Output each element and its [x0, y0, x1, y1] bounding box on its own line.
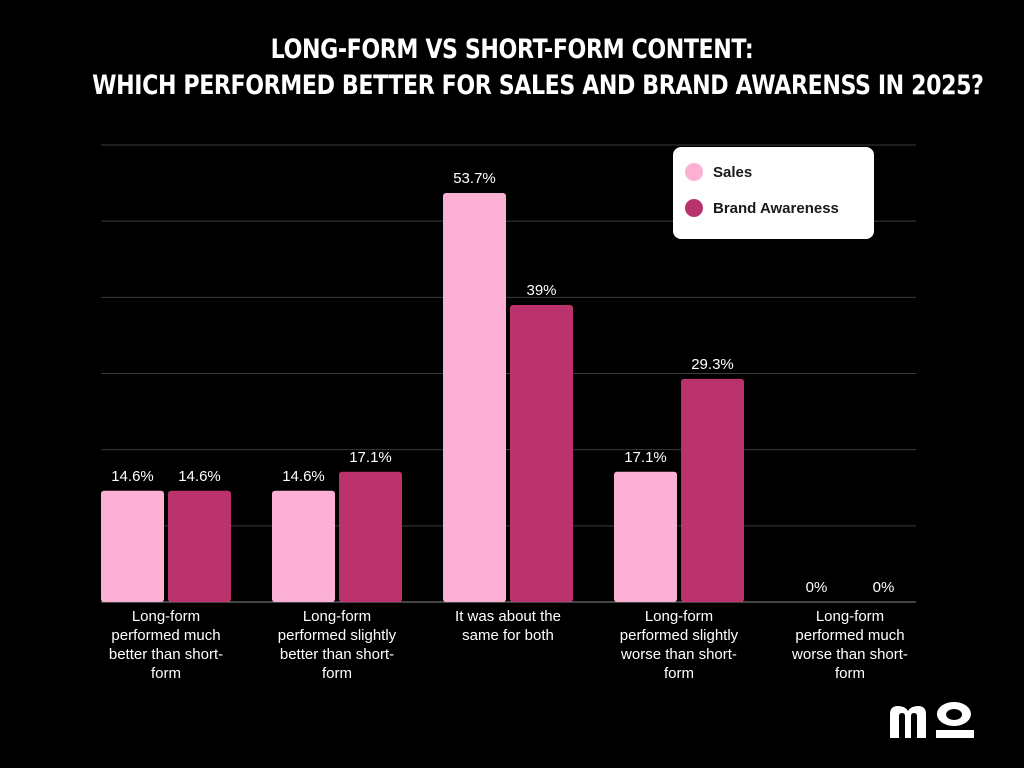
data-label-brand-awareness-2: 39%: [526, 282, 556, 299]
data-labels: 14.6% 14.6% 53.7% 17.1% 0% 14.6% 17.1% 39% 29.3%…: [111, 170, 894, 596]
legend-item-sales: Sales: [685, 163, 752, 181]
x-tick-label-line: form: [322, 665, 352, 682]
x-tick-label-line: performed much: [795, 627, 904, 644]
data-label-brand-awareness-3: 29.3%: [691, 356, 734, 373]
x-tick-label-0: Long-form performed much better than short…: [109, 608, 223, 682]
data-label-sales-2: 53.7%: [453, 170, 496, 187]
data-label-sales-4: 0%: [806, 579, 828, 596]
bar-sales-2: [443, 192, 506, 603]
data-label-brand-awareness-0: 14.6%: [178, 468, 221, 485]
x-tick-label-3: Long-form performed slightly worse than sh…: [620, 608, 739, 682]
bar-sales-3: [614, 471, 677, 602]
x-tick-label-1: Long-form performed slightly better than s…: [278, 608, 397, 682]
chart-title-line-1: LONG-FORM VS SHORT-FORM CONTENT:: [270, 34, 754, 65]
chart-title: LONG-FORM VS SHORT-FORM CONTENT: WHICH P…: [92, 32, 984, 104]
bar-brand-awareness-3: [681, 378, 744, 602]
x-tick-label-line: Long-form: [132, 608, 200, 625]
x-tick-label-line: Long-form: [816, 608, 884, 625]
x-tick-label-2: It was about the same for both: [455, 608, 561, 644]
x-tick-label-line: Long-form: [645, 608, 713, 625]
x-tick-label-line: worse than short-: [620, 646, 737, 663]
x-tick-label-line: It was about the: [455, 608, 561, 625]
legend-label-brand-awareness: Brand Awareness: [713, 199, 839, 217]
x-tick-label-line: form: [151, 665, 181, 682]
x-tick-label-line: form: [664, 665, 694, 682]
data-label-sales-3: 17.1%: [624, 449, 667, 466]
data-label-sales-1: 14.6%: [282, 468, 325, 485]
chart-title-line-2: WHICH PERFORMED BETTER FOR SALES AND BRA…: [92, 70, 984, 101]
x-tick-label-line: performed slightly: [620, 627, 739, 644]
x-tick-label-line: better than short-: [109, 646, 223, 663]
bar-brand-awareness-2: [510, 304, 573, 602]
data-label-brand-awareness-4: 0%: [873, 579, 895, 596]
bar-brand-awareness-1: [339, 471, 402, 602]
x-tick-label-line: form: [835, 665, 865, 682]
x-tick-label-line: worse than short-: [791, 646, 908, 663]
bars: [101, 192, 744, 603]
brand-logo: [890, 702, 974, 738]
x-tick-label-4: Long-form performed much worse than short-…: [791, 608, 908, 682]
legend: Sales Brand Awareness: [673, 147, 874, 239]
legend-swatch-sales: [685, 163, 703, 181]
legend-label-sales: Sales: [713, 163, 753, 181]
data-label-brand-awareness-1: 17.1%: [349, 449, 392, 466]
x-tick-label-line: better than short-: [280, 646, 394, 663]
bar-sales-1: [272, 490, 335, 602]
x-tick-label-line: performed much: [111, 627, 220, 644]
x-tick-label-line: same for both: [462, 627, 554, 644]
x-tick-label-line: performed slightly: [278, 627, 397, 644]
bar-brand-awareness-0: [168, 490, 231, 602]
x-axis-tick-labels: Long-form performed much better than short…: [109, 608, 908, 682]
x-tick-label-line: Long-form: [303, 608, 371, 625]
bar-sales-0: [101, 490, 164, 602]
legend-swatch-brand-awareness: [685, 199, 703, 217]
data-label-sales-0: 14.6%: [111, 468, 154, 485]
legend-item-brand-awareness: Brand Awareness: [685, 199, 839, 217]
